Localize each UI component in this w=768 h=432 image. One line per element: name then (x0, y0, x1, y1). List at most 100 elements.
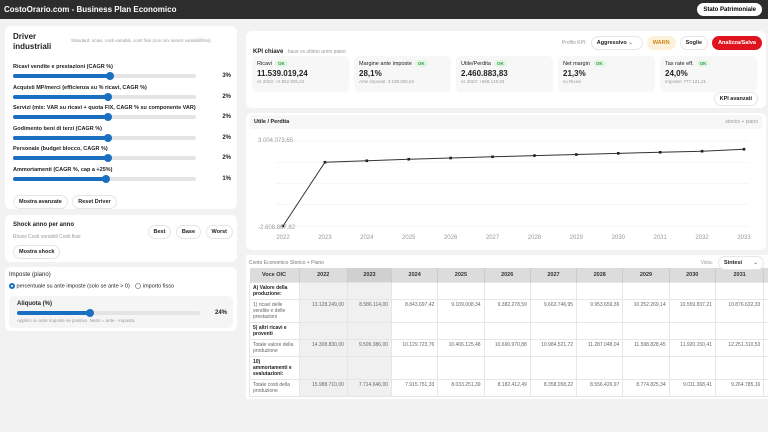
driver-slider[interactable] (13, 133, 196, 142)
table-cell (483, 321, 531, 340)
table-cell: 9.534 (763, 378, 768, 397)
column-header[interactable]: 2032 (763, 268, 768, 282)
table-cell: 10.876.632,33 (714, 298, 765, 323)
table-cell: 10.406.125,48 (437, 338, 485, 357)
x-tick-label: 2033 (737, 235, 751, 241)
column-header[interactable]: 2030 (669, 268, 716, 282)
table-cell (763, 321, 768, 340)
percent-radio[interactable] (9, 283, 15, 289)
row-label: Totale costi della produzione (249, 378, 300, 397)
table-cell (714, 355, 765, 380)
table-row: 5) altri ricavi e proventi (249, 321, 768, 340)
driver-slider[interactable] (13, 72, 196, 80)
profile-value: Aggressivo (596, 40, 627, 46)
table-cell (763, 281, 768, 300)
table-cell (437, 355, 485, 380)
table-cell: 9.509.386,00 (346, 338, 393, 357)
profile-select[interactable]: Aggressivo ⌄ (590, 36, 643, 50)
column-header[interactable]: 2028 (576, 268, 624, 282)
table-cell: 8.182.412,49 (483, 378, 531, 397)
table-header-row: Voce OIC 2022 2023 2024 2025 2026 2027 2028 2029… (249, 268, 768, 282)
tax-rate-value: 24% (214, 310, 227, 316)
table-cell: 8.774.825,34 (622, 378, 670, 397)
view-select[interactable]: Sintesi ⌄ (718, 256, 764, 270)
show-shock-button[interactable]: Mostra shock (13, 245, 61, 259)
column-header[interactable]: 2022 (299, 268, 348, 282)
driver-label: Ammortamenti (CAGR %, cap a +25%) (13, 166, 113, 173)
driver-value: 2% (222, 134, 231, 141)
driver-slider[interactable] (13, 174, 196, 183)
taxes-title: Imposte (piano) (9, 272, 51, 278)
app-header: CostoOrario.com - Business Plan Economic… (0, 0, 768, 19)
ok-badge: OK (274, 60, 288, 67)
table-cell (714, 281, 765, 300)
driver-row: Acquisti MP/merci (efficienza su % ricav… (13, 85, 231, 106)
x-tick-label: 2024 (360, 235, 374, 241)
column-header[interactable]: 2023 (347, 268, 393, 282)
tax-rate-slider[interactable] (17, 309, 200, 317)
taxes-card: Imposte (piano) percentuale su ante impo… (5, 267, 237, 331)
table-cell: 8.033.251,39 (437, 378, 485, 397)
soglie-button[interactable]: Soglie (679, 36, 709, 50)
shock-base-button[interactable]: Base (175, 225, 202, 239)
data-point (742, 147, 746, 151)
table-cell: 8.843.697,42 (391, 298, 439, 323)
table-cell: 13.128.249,00 (298, 298, 348, 323)
table-cell (622, 281, 670, 300)
table-cell: 9.663.746,95 (529, 298, 578, 323)
x-tick-label: 2028 (528, 235, 542, 241)
column-header[interactable]: 2027 (530, 268, 578, 282)
data-point (449, 156, 452, 160)
table-row: A) Valore della produzione: (249, 281, 768, 300)
table-cell (346, 321, 393, 340)
table-title: Conto Economico Storico + Piano (249, 260, 324, 266)
column-header[interactable]: 2029 (622, 268, 670, 282)
table-cell: 10.559.837,21 (668, 298, 716, 323)
driver-slider[interactable] (13, 154, 196, 163)
reset-driver-button[interactable]: Reset Driver (72, 195, 117, 209)
view-label: Vista: (700, 260, 713, 266)
income-statement-table: Voce OIC 2022 2023 2024 2025 2026 2027 2028 2029… (249, 268, 768, 397)
kpi-advanced-button[interactable]: KPI avanzati (713, 92, 758, 106)
kpi-value: 24,0% (665, 69, 688, 78)
data-point (658, 150, 662, 154)
column-header[interactable]: 2024 (391, 268, 439, 282)
shock-worst-button[interactable]: Worst (205, 225, 233, 239)
table-cell: 12.251.310,53 (714, 338, 765, 357)
fixed-radio[interactable] (135, 283, 142, 289)
chart-title: Utile / Perdita (254, 119, 290, 125)
driver-slider[interactable] (13, 113, 196, 122)
driver-label: Personale (budget blocco, CAGR %) (13, 146, 108, 153)
shock-card: Shock anno per anno Best Base Worst Rica… (5, 215, 237, 262)
table-cell: 9.011.368,41 (668, 378, 716, 397)
y-tick-label: 3.004.073,65 (258, 138, 294, 144)
x-tick-label: 2031 (654, 235, 668, 241)
table-cell: 15.988.710,00 (298, 378, 348, 397)
analizza-salva-button[interactable]: Analizza/Salva (712, 36, 762, 50)
driver-value: 2% (222, 114, 231, 121)
row-label: A) Valore della produzione: (249, 281, 300, 300)
data-point (281, 224, 285, 228)
column-header[interactable]: 2031 (715, 268, 765, 282)
rate-label: Aliquota (%) (17, 301, 52, 307)
kpi-sub: su Ricavi (563, 79, 582, 84)
column-header[interactable]: 2026 (484, 268, 531, 282)
table-cell (391, 281, 439, 300)
chart-card: Utile / Perdita storico + piano 2022 2023… (246, 113, 766, 250)
kpi-card-item: Ricavi OK 11.539.019,24 vs 2023: +2.952.9… (252, 56, 349, 92)
column-header[interactable]: 2025 (437, 268, 485, 282)
table-cell (576, 281, 624, 300)
driver-slider[interactable] (13, 92, 196, 101)
shock-best-button[interactable]: Best (147, 225, 172, 239)
table-cell (346, 281, 393, 300)
column-header[interactable]: Voce OIC (249, 268, 300, 282)
ok-badge: OK (414, 60, 428, 67)
table-cell: 8.586.114,00 (346, 298, 393, 323)
chevron-down-icon: ⌄ (753, 260, 758, 266)
table-cell (529, 281, 578, 300)
show-advanced-button[interactable]: Mostra avanzate (13, 195, 68, 209)
driver-row: Servizi (mix: VAR su ricavi + quota FIX,… (13, 105, 231, 126)
stato-patrimoniale-button[interactable]: Stato Patrimoniale (697, 3, 762, 16)
drivers-subtitle: Standard: ricavi, costi variabili, costi… (71, 38, 212, 43)
x-tick-label: 2030 (612, 235, 626, 241)
